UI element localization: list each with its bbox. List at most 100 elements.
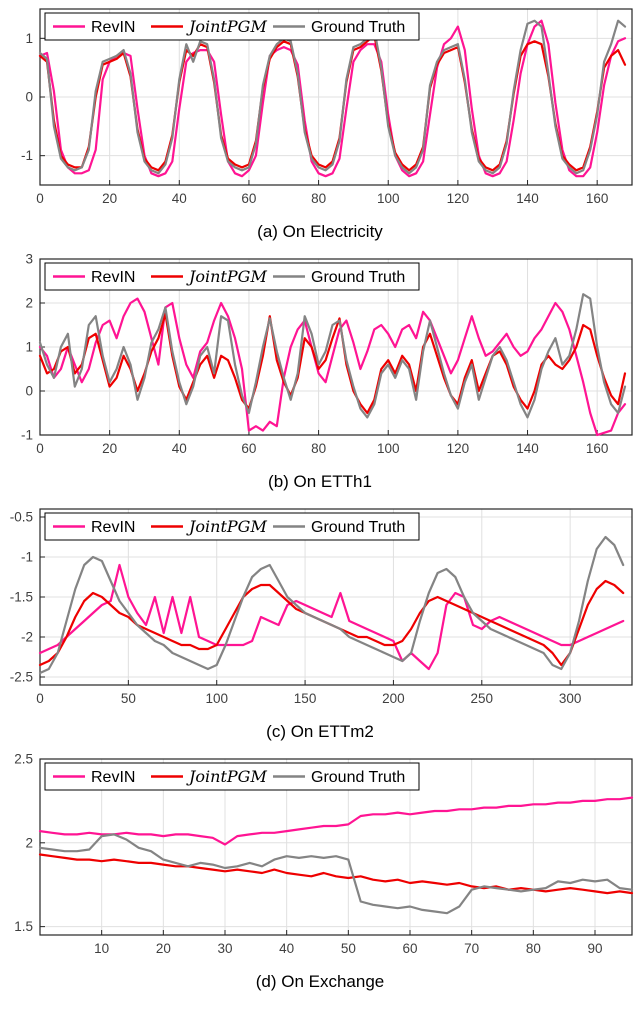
figure-stack: 0 20 40 60 80 100 120 140 160 -1 0 1 RevIN JointPGM Gr…: [0, 3, 640, 992]
y-tick-label: -1: [21, 550, 33, 565]
x-tick-label: 80: [311, 191, 326, 206]
x-tick-label: 0: [36, 191, 44, 206]
legend-box: [44, 512, 420, 541]
x-tick-label: 40: [279, 941, 294, 956]
x-tick-label: 50: [121, 691, 136, 706]
x-tick-label: 60: [241, 441, 256, 456]
x-tick-label: 250: [471, 691, 494, 706]
electricity-line-chart: 0 20 40 60 80 100 120 140 160 -1 0 1 RevIN JointPGM Gr…: [21, 8, 633, 206]
x-tick-label: 10: [94, 941, 109, 956]
legend-label-ground_truth: Ground Truth: [311, 519, 405, 536]
x-tick-label: 160: [586, 441, 609, 456]
series-line-ground_truth: [38, 535, 625, 675]
y-tick-label: -1: [21, 148, 33, 163]
legend-label-revin: RevIN: [91, 769, 135, 786]
tick-labels: 10 20 30 40 50 60 70 80 90 1.5 2 2.5: [14, 753, 602, 956]
y-tick-label: 3: [25, 253, 33, 267]
y-tick-label: 1.5: [14, 919, 33, 934]
x-tick-label: 70: [464, 941, 479, 956]
figure-etth1: 0 20 40 60 80 100 120 140 160 -1 0 1 2 3 RevIN JointPGM…: [0, 253, 640, 492]
x-tick-label: 20: [156, 941, 171, 956]
x-tick-label: 40: [172, 441, 187, 456]
legend: RevIN JointPGM Ground Truth: [44, 12, 420, 41]
y-tick-label: 2: [25, 296, 33, 311]
figure-exchange: 10 20 30 40 50 60 70 80 90 1.5 2 2.5 RevIN JointPGM Gr…: [0, 753, 640, 992]
ettm2-line-chart: 0 50 100 150 200 250 300 -2.5 -2 -1.5 -1 -0.5 RevIN J…: [10, 508, 633, 707]
x-tick-label: 90: [587, 941, 602, 956]
x-tick-label: 0: [36, 691, 44, 706]
series-line-ground_truth: [38, 833, 634, 915]
legend-label-jointpgm: JointPGM: [186, 517, 267, 536]
x-tick-label: 40: [172, 191, 187, 206]
legend: RevIN JointPGM Ground Truth: [44, 762, 420, 791]
figure-caption-ettm2: (c) On ETTm2: [266, 722, 374, 741]
x-tick-label: 0: [36, 441, 44, 456]
legend-label-jointpgm: JointPGM: [186, 267, 267, 286]
figure-electricity: 0 20 40 60 80 100 120 140 160 -1 0 1 RevIN JointPGM Gr…: [0, 3, 640, 242]
series-line-jointpgm: [38, 853, 634, 895]
figure-ettm2: 0 50 100 150 200 250 300 -2.5 -2 -1.5 -1 -0.5 RevIN J…: [0, 503, 640, 742]
x-tick-label: 30: [217, 941, 232, 956]
legend-box: [44, 762, 420, 791]
x-tick-label: 160: [586, 191, 609, 206]
series-line-revin: [38, 297, 627, 437]
x-tick-label: 80: [526, 941, 541, 956]
y-tick-label: -0.5: [10, 510, 33, 525]
legend-label-ground_truth: Ground Truth: [311, 769, 405, 786]
legend-label-revin: RevIN: [91, 519, 135, 536]
y-tick-label: -1: [21, 428, 33, 443]
y-tick-label: -2: [21, 630, 33, 645]
x-tick-label: 60: [402, 941, 417, 956]
figure-caption-exchange: (d) On Exchange: [255, 972, 385, 991]
legend-label-ground_truth: Ground Truth: [311, 19, 405, 36]
x-tick-label: 140: [516, 191, 539, 206]
x-tick-label: 300: [559, 691, 582, 706]
x-tick-label: 100: [205, 691, 228, 706]
tick-labels: 0 50 100 150 200 250 300 -2.5 -2 -1.5 -1 -0.5: [10, 510, 582, 707]
tick-marks: [39, 37, 598, 185]
x-tick-label: 100: [377, 191, 400, 206]
x-tick-label: 80: [311, 441, 326, 456]
y-tick-label: 0: [25, 384, 33, 399]
x-tick-label: 120: [447, 441, 470, 456]
y-tick-label: 1: [25, 340, 33, 355]
tick-marks: [39, 516, 571, 685]
legend-label-ground_truth: Ground Truth: [311, 269, 405, 286]
series-line-revin: [38, 19, 627, 178]
tick-labels: 0 20 40 60 80 100 120 140 160 -1 0 1: [21, 31, 608, 206]
legend-label-jointpgm: JointPGM: [186, 767, 267, 786]
legend-label-jointpgm: JointPGM: [186, 17, 267, 36]
figure-caption-etth1: (b) On ETTh1: [268, 472, 372, 491]
y-tick-label: 0: [25, 90, 33, 105]
y-tick-label: -1.5: [10, 590, 33, 605]
series-line-revin: [38, 796, 634, 846]
series-line-ground_truth: [38, 293, 627, 419]
exchange-line-chart: 10 20 30 40 50 60 70 80 90 1.5 2 2.5 RevIN JointPGM Gr…: [14, 753, 634, 956]
y-tick-label: -2.5: [10, 670, 33, 685]
legend: RevIN JointPGM Ground Truth: [44, 512, 420, 541]
legend-box: [44, 262, 420, 291]
legend-label-revin: RevIN: [91, 269, 135, 286]
series-line-jointpgm: [38, 312, 627, 415]
x-tick-label: 200: [382, 691, 405, 706]
x-tick-label: 50: [341, 941, 356, 956]
figure-caption-electricity: (a) On Electricity: [257, 222, 383, 241]
x-tick-label: 120: [447, 191, 470, 206]
tick-marks: [40, 758, 596, 935]
y-tick-label: 2.5: [14, 753, 33, 767]
x-tick-label: 100: [377, 441, 400, 456]
series-line-revin: [38, 563, 625, 671]
y-tick-label: 2: [25, 835, 33, 850]
legend: RevIN JointPGM Ground Truth: [44, 262, 420, 291]
y-tick-label: 1: [25, 31, 33, 46]
x-tick-label: 60: [241, 191, 256, 206]
x-tick-label: 20: [102, 191, 117, 206]
x-tick-label: 150: [294, 691, 317, 706]
series-line-ground_truth: [38, 19, 627, 175]
legend-box: [44, 12, 420, 41]
x-tick-label: 140: [516, 441, 539, 456]
legend-label-revin: RevIN: [91, 19, 135, 36]
x-tick-label: 20: [102, 441, 117, 456]
